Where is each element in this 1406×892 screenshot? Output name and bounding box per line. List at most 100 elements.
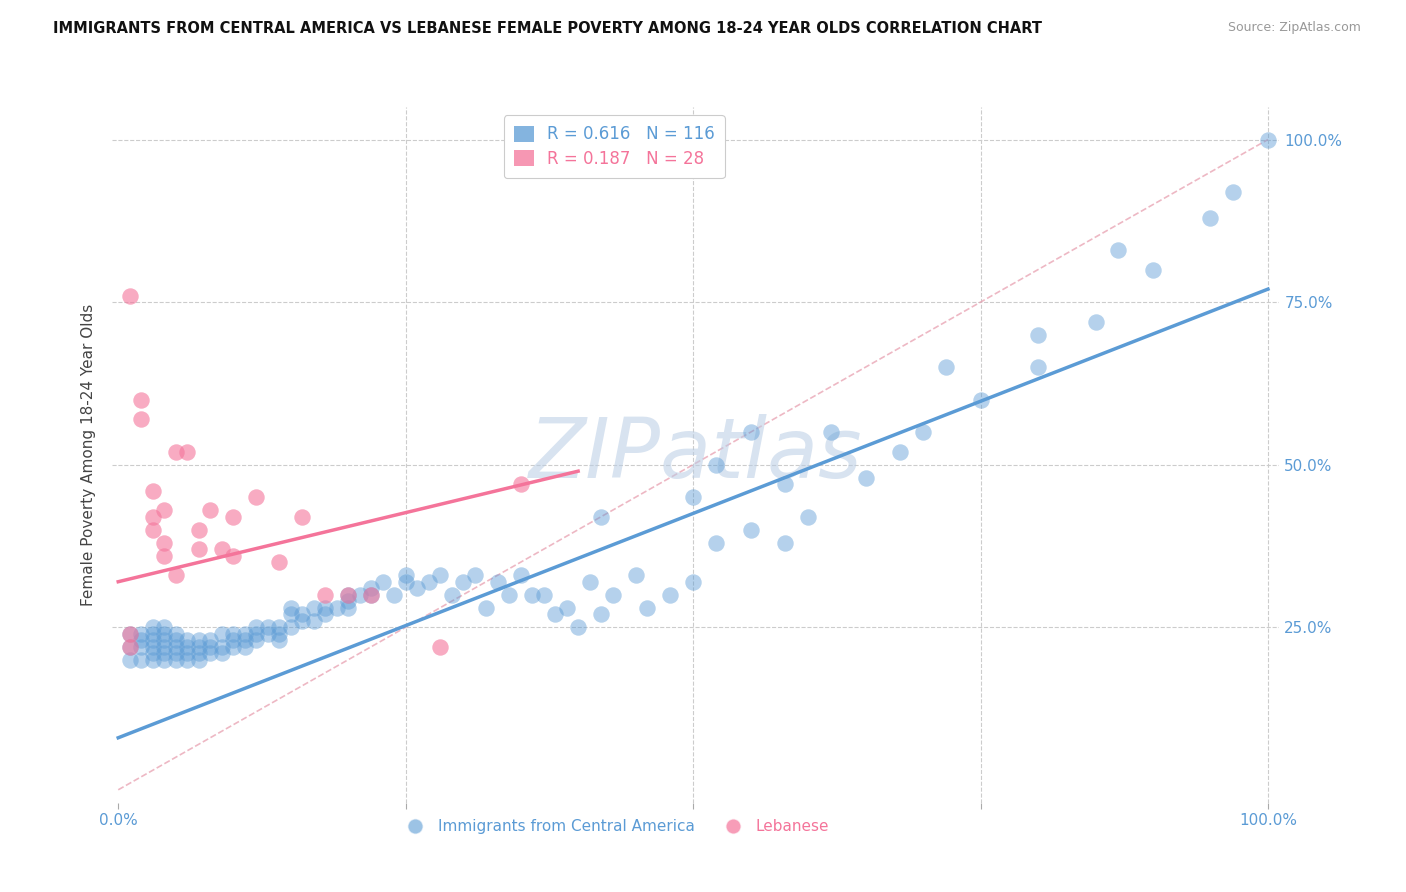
Point — [555, 600, 578, 615]
Point — [222, 549, 245, 563]
Point — [314, 588, 336, 602]
Point — [129, 653, 152, 667]
Point — [256, 626, 278, 640]
Point — [118, 626, 141, 640]
Point — [129, 633, 152, 648]
Point — [291, 509, 314, 524]
Point — [142, 626, 165, 640]
Point — [280, 620, 302, 634]
Point — [245, 490, 267, 504]
Point — [773, 535, 796, 549]
Point — [624, 568, 647, 582]
Point — [704, 535, 727, 549]
Point — [269, 620, 291, 634]
Point — [406, 581, 429, 595]
Point — [211, 542, 233, 557]
Point — [544, 607, 567, 622]
Point — [740, 523, 762, 537]
Point — [337, 600, 360, 615]
Point — [153, 549, 176, 563]
Point — [855, 471, 877, 485]
Point — [912, 425, 935, 439]
Point — [142, 653, 165, 667]
Point — [325, 600, 347, 615]
Point — [187, 633, 209, 648]
Point — [935, 360, 957, 375]
Point — [187, 646, 209, 660]
Point — [176, 653, 198, 667]
Point — [211, 646, 233, 660]
Point — [233, 633, 256, 648]
Point — [245, 633, 267, 648]
Point — [222, 509, 245, 524]
Point — [129, 640, 152, 654]
Point — [280, 600, 302, 615]
Point — [773, 477, 796, 491]
Point — [142, 509, 165, 524]
Point — [464, 568, 486, 582]
Point — [509, 568, 531, 582]
Point — [1084, 315, 1107, 329]
Point — [165, 444, 187, 458]
Point — [211, 640, 233, 654]
Point — [382, 588, 405, 602]
Point — [176, 444, 198, 458]
Point — [498, 588, 520, 602]
Legend: Immigrants from Central America, Lebanese: Immigrants from Central America, Lebanes… — [394, 814, 835, 840]
Point — [142, 646, 165, 660]
Point — [429, 640, 451, 654]
Point — [1222, 185, 1244, 199]
Point — [291, 614, 314, 628]
Point — [165, 640, 187, 654]
Point — [1026, 327, 1049, 342]
Point — [314, 607, 336, 622]
Point — [360, 588, 382, 602]
Point — [520, 588, 543, 602]
Point — [509, 477, 531, 491]
Point — [222, 626, 245, 640]
Point — [142, 523, 165, 537]
Point — [418, 574, 440, 589]
Point — [256, 620, 278, 634]
Point — [269, 626, 291, 640]
Point — [269, 633, 291, 648]
Point — [591, 509, 613, 524]
Point — [176, 646, 198, 660]
Point — [200, 503, 222, 517]
Point — [165, 568, 187, 582]
Point — [291, 607, 314, 622]
Text: IMMIGRANTS FROM CENTRAL AMERICA VS LEBANESE FEMALE POVERTY AMONG 18-24 YEAR OLDS: IMMIGRANTS FROM CENTRAL AMERICA VS LEBAN… — [53, 21, 1042, 37]
Point — [200, 633, 222, 648]
Point — [395, 568, 418, 582]
Point — [1257, 132, 1279, 146]
Point — [153, 633, 176, 648]
Point — [337, 588, 360, 602]
Point — [682, 574, 704, 589]
Point — [222, 633, 245, 648]
Point — [302, 600, 325, 615]
Point — [187, 653, 209, 667]
Point — [337, 588, 360, 602]
Point — [165, 653, 187, 667]
Point — [797, 509, 820, 524]
Point — [118, 653, 141, 667]
Point — [153, 535, 176, 549]
Point — [969, 392, 991, 407]
Point — [360, 588, 382, 602]
Point — [602, 588, 624, 602]
Point — [129, 392, 152, 407]
Point — [200, 640, 222, 654]
Y-axis label: Female Poverty Among 18-24 Year Olds: Female Poverty Among 18-24 Year Olds — [80, 304, 96, 606]
Point — [200, 646, 222, 660]
Point — [245, 626, 267, 640]
Point — [165, 646, 187, 660]
Point — [118, 640, 141, 654]
Point — [636, 600, 658, 615]
Point — [1026, 360, 1049, 375]
Point — [187, 523, 209, 537]
Point — [153, 646, 176, 660]
Point — [269, 555, 291, 569]
Point — [820, 425, 842, 439]
Point — [486, 574, 509, 589]
Point — [129, 626, 152, 640]
